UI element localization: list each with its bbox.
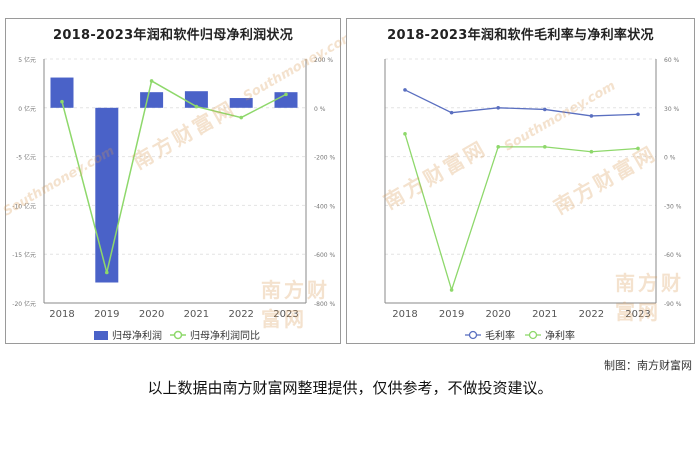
- legend-marker: [468, 330, 478, 340]
- y-left-tick-label: -15 亿元: [12, 251, 36, 259]
- bar: [140, 92, 164, 108]
- line-point: [60, 99, 64, 104]
- y-right-tick-label: 30 %: [664, 106, 680, 113]
- line-point: [105, 270, 109, 275]
- y-right-tick-label: -90 %: [664, 301, 682, 308]
- y-left-tick-label: -10 亿元: [12, 202, 36, 210]
- line-point: [543, 107, 547, 112]
- line-point: [589, 149, 594, 154]
- x-tick-label: 2018: [49, 309, 74, 320]
- legend-label: 归母净利润: [112, 329, 162, 342]
- x-tick-label: 2021: [532, 309, 557, 320]
- net-profit-chart: 5 亿元 200 % 0 亿元 0 % -5 亿元 -200 % -10 亿元 -400 % -…: [12, 56, 336, 342]
- chart-title: 2018-2023年润和软件毛利率与净利率状况: [387, 28, 654, 43]
- margin-chart: 60 % 30 % 0 % -30 % -60 % -90 % 2018 2019 2020 20…: [384, 57, 682, 342]
- bar: [229, 98, 253, 108]
- bar: [274, 92, 298, 108]
- bar: [95, 107, 119, 283]
- y-right-tick-label: -30 %: [664, 203, 682, 210]
- bar: [50, 77, 74, 108]
- line-point: [449, 288, 454, 292]
- x-tick-label: 2023: [273, 309, 298, 320]
- x-tick-label: 2020: [139, 309, 164, 320]
- x-tick-label: 2022: [228, 309, 253, 320]
- line-point: [636, 112, 640, 117]
- line-point: [284, 92, 288, 97]
- line-point: [449, 110, 454, 115]
- legend-label: 归母净利润同比: [190, 329, 260, 342]
- y-right-tick-label: 0 %: [664, 155, 676, 162]
- legend-marker: [528, 330, 538, 340]
- y-right-tick-label: -600 %: [314, 252, 336, 259]
- chart-credit: 制图：南方财富网: [604, 359, 692, 372]
- line-point: [239, 115, 243, 120]
- line-point: [589, 114, 594, 118]
- y-right-tick-label: -800 %: [314, 301, 336, 308]
- legend-marker: [173, 330, 183, 340]
- x-tick-label: 2022: [579, 309, 604, 320]
- y-left-tick-label: -20 亿元: [12, 300, 36, 308]
- legend-label: 毛利率: [485, 329, 515, 342]
- y-left-tick-label: -5 亿元: [16, 154, 36, 162]
- x-tick-label: 2023: [625, 309, 650, 320]
- x-tick-label: 2019: [439, 309, 464, 320]
- chart-panel-margins: 2018-2023年润和软件毛利率与净利率状况 60 % 30 % 0 % -30 %…: [346, 18, 695, 344]
- x-tick-label: 2021: [184, 309, 209, 320]
- line-point: [636, 146, 640, 151]
- line-point: [496, 145, 500, 149]
- line-point: [543, 145, 547, 149]
- series-line-0: [404, 89, 639, 117]
- line-point: [149, 79, 154, 83]
- chart-panel-net-profit: 2018-2023年润和软件归母净利润状况 5 亿元 200 % 0 亿元 0 % -5…: [1, 18, 357, 344]
- x-tick-label: 2020: [485, 309, 510, 320]
- x-tick-label: 2019: [94, 309, 119, 320]
- line-point: [403, 132, 407, 136]
- line-point: [496, 106, 500, 110]
- legend-swatch-bar: [94, 331, 108, 340]
- line-point: [403, 88, 407, 92]
- legend-label: 净利率: [545, 329, 575, 342]
- y-left-tick-label: 0 亿元: [18, 105, 36, 113]
- y-right-tick-label: -60 %: [664, 252, 682, 259]
- y-right-tick-label: -200 %: [314, 155, 336, 162]
- disclaimer-text: 以上数据由南方财富网整理提供，仅供参考，不做投资建议。: [147, 379, 553, 397]
- y-right-tick-label: -400 %: [314, 203, 336, 210]
- y-right-tick-label: 0 %: [314, 106, 326, 113]
- series-line-yoy: [61, 79, 287, 273]
- series-line-1: [404, 133, 639, 293]
- y-right-tick-label: 200 %: [314, 57, 333, 64]
- x-tick-label: 2018: [392, 309, 417, 320]
- y-left-tick-label: 5 亿元: [18, 56, 36, 64]
- chart-title: 2018-2023年润和软件归母净利润状况: [52, 28, 294, 43]
- line-point: [194, 104, 199, 109]
- y-right-tick-label: 60 %: [664, 57, 680, 64]
